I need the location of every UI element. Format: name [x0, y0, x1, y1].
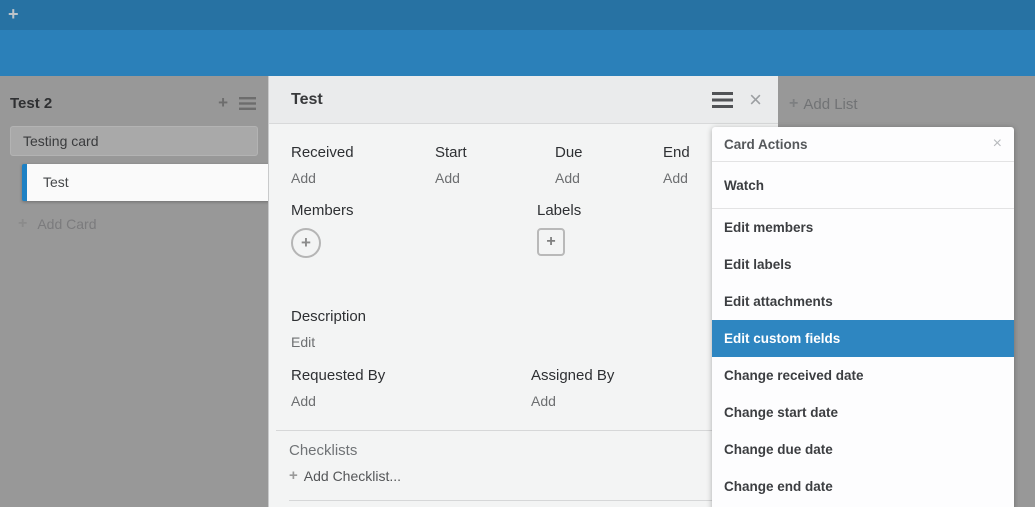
add-end-date-link[interactable]: Add	[663, 170, 688, 186]
add-member-button[interactable]: +	[291, 228, 321, 258]
menu-item-change-start-date[interactable]: Change start date	[724, 405, 839, 420]
list-menu-icon[interactable]	[239, 96, 256, 110]
field-label: Requested By	[291, 367, 386, 384]
top-navbar: +	[0, 0, 1035, 30]
add-start-date-link[interactable]: Add	[435, 170, 460, 186]
section-divider	[276, 430, 778, 431]
checklists-label: Checklists	[289, 442, 358, 459]
checklists-section: Checklists + Add Checklist...	[289, 442, 401, 484]
field-label: Start	[435, 144, 467, 161]
card-test[interactable]: Test	[22, 164, 270, 201]
plus-icon[interactable]: +	[218, 93, 228, 112]
menu-item-edit-custom-fields[interactable]: Edit custom fields	[712, 320, 1014, 357]
card-title: Testing card	[23, 133, 99, 149]
add-received-date-link[interactable]: Add	[291, 170, 316, 186]
menu-items: Edit members Edit labels Edit attachment…	[712, 209, 1014, 505]
date-fields-row: Received Add Start Add Due Add End Add	[291, 144, 690, 186]
board-header-band	[0, 30, 1035, 76]
plus-icon: +	[18, 215, 28, 232]
field-members: Members +	[291, 202, 537, 258]
field-assigned-by: Assigned By Add	[531, 367, 614, 409]
card-title: Test	[43, 174, 69, 190]
card-actions-menu-icon[interactable]	[712, 91, 734, 108]
list-test-2: Test 2 + Testing card Test + Add Card	[0, 76, 270, 507]
field-label: Description	[291, 308, 367, 325]
field-start: Start Add	[435, 144, 555, 186]
menu-item-edit-members[interactable]: Edit members	[724, 220, 814, 235]
plus-icon: +	[301, 233, 311, 252]
field-label: Received	[291, 144, 354, 161]
card-testing-card[interactable]: Testing card	[10, 126, 258, 156]
menu-item-watch[interactable]: Watch	[712, 162, 1014, 209]
field-description: Description Edit	[291, 308, 366, 350]
add-checklist-label: Add Checklist...	[303, 467, 402, 484]
add-list-label: Add List	[803, 95, 858, 113]
card-detail-pane: Test × Received Add Start Add Due	[268, 76, 778, 507]
field-label: Assigned By	[531, 367, 615, 384]
field-label: Members	[291, 202, 354, 219]
menu-item-change-due-date[interactable]: Change due date	[724, 442, 833, 457]
card-actions-menu-header: Card Actions ×	[712, 127, 1014, 162]
menu-item-change-end-date[interactable]: Change end date	[724, 479, 833, 494]
requested-assigned-row: Requested By Add Assigned By Add	[291, 367, 614, 409]
field-end: End Add	[663, 144, 690, 186]
field-label: End	[663, 144, 690, 161]
add-card-label: Add Card	[37, 216, 97, 232]
plus-icon[interactable]: +	[8, 4, 19, 24]
add-due-date-link[interactable]: Add	[555, 170, 580, 186]
add-requested-by-link[interactable]: Add	[291, 393, 316, 409]
list-header: Test 2 +	[10, 93, 256, 113]
field-received: Received Add	[291, 144, 435, 186]
add-list-button[interactable]: + Add List	[789, 95, 858, 113]
field-labels: Labels +	[537, 202, 581, 258]
close-icon[interactable]: ×	[749, 86, 762, 112]
field-requested-by: Requested By Add	[291, 367, 531, 409]
menu-item-edit-attachments[interactable]: Edit attachments	[724, 294, 833, 309]
menu-title: Card Actions	[724, 136, 808, 152]
add-checklist-button[interactable]: + Add Checklist...	[289, 467, 401, 484]
card-actions-menu: Card Actions × Watch Edit members Edit l…	[712, 127, 1014, 507]
plus-icon: +	[546, 233, 556, 250]
add-assigned-by-link[interactable]: Add	[531, 393, 556, 409]
plus-icon: +	[789, 95, 799, 112]
plus-icon: +	[289, 467, 298, 484]
field-label: Labels	[537, 202, 582, 219]
field-due: Due Add	[555, 144, 663, 186]
card-detail-body: Received Add Start Add Due Add End Add	[269, 124, 778, 507]
card-detail-header: Test ×	[269, 76, 778, 124]
list-title: Test 2	[10, 94, 53, 112]
field-label: Due	[555, 144, 583, 161]
card-detail-title: Test	[291, 90, 323, 108]
section-divider	[289, 500, 778, 501]
members-labels-row: Members + Labels +	[291, 202, 581, 258]
add-card-button[interactable]: + Add Card	[18, 215, 97, 233]
menu-item-edit-labels[interactable]: Edit labels	[724, 257, 792, 272]
close-icon[interactable]: ×	[992, 135, 1002, 152]
edit-description-link[interactable]: Edit	[291, 334, 316, 350]
menu-item-change-received-date[interactable]: Change received date	[724, 368, 864, 383]
add-label-button[interactable]: +	[537, 228, 565, 256]
